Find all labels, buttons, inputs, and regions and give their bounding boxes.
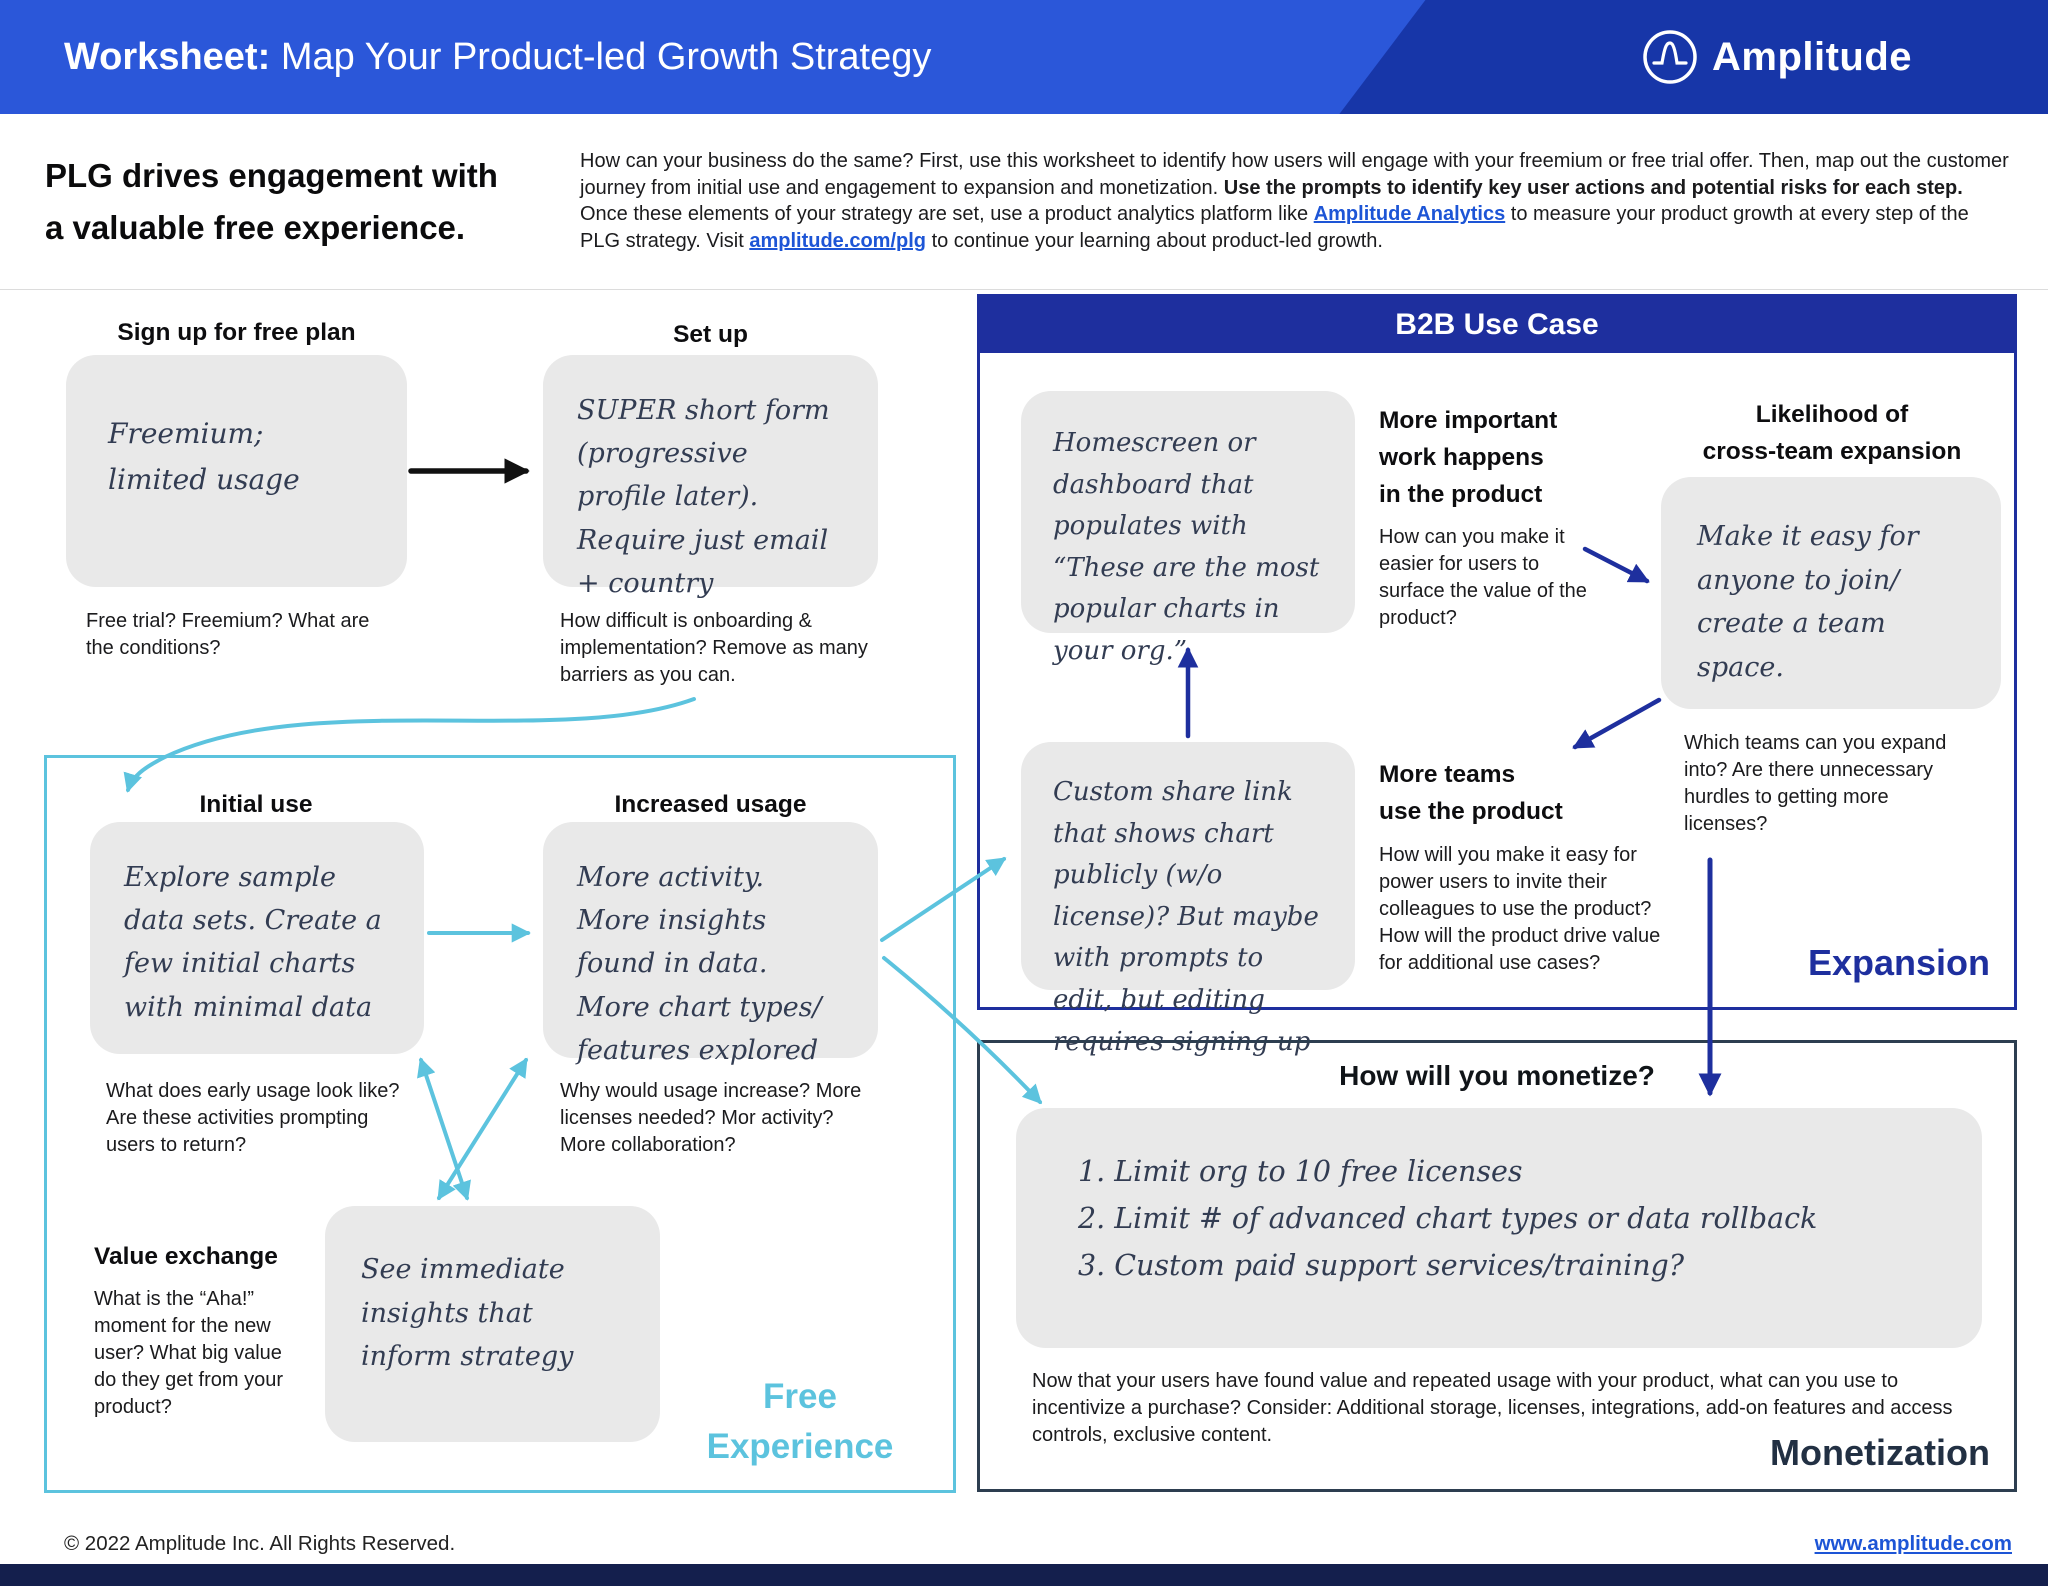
page-title-rest: Map Your Product-led Growth Strategy <box>280 35 932 78</box>
share-link-note-box: Custom share link that shows chart publi… <box>1021 742 1355 1057</box>
monetize-note-line: 3. Custom paid support services/training… <box>1078 1249 1685 1282</box>
more-important-prompt: How can you make it easier for users to … <box>1379 526 1587 629</box>
b2b-use-case-box: B2B Use Case <box>977 294 2017 1010</box>
setup-prompt: How difficult is onboarding & implementa… <box>560 610 868 686</box>
expansion-label: Expansion <box>1807 942 1990 983</box>
intro-bold: Use the prompts to identify key user act… <box>1223 176 1963 199</box>
b2b-header: B2B Use Case <box>980 297 2014 353</box>
amplitude-logo: Amplitude <box>1642 0 1912 114</box>
brand-name: Amplitude <box>1712 34 1913 79</box>
increased-usage-note-box: More activity. More insights found in da… <box>543 822 878 1066</box>
monetization-box <box>977 1040 2017 1492</box>
more-teams-heading: More teams use the product <box>1379 761 1563 825</box>
amplitude-plg-link[interactable]: amplitude.com/plg <box>749 229 927 252</box>
monetize-prompt: Now that your users have found value and… <box>1032 1370 1953 1446</box>
intro-paragraph: How can your business do the same? First… <box>580 148 2012 254</box>
monetize-note-line: 1. Limit org to 10 free licenses <box>1078 1155 1523 1188</box>
value-exchange-note-box: See immediate insights that inform strat… <box>325 1206 660 1442</box>
initial-use-note-box: Explore sample data sets. Create a few i… <box>90 822 424 1054</box>
intro-seg2: Once these elements of your strategy are… <box>580 203 1314 225</box>
page-title-spacer <box>270 36 281 79</box>
monetize-note-box: 1. Limit org to 10 free licenses 2. Limi… <box>1016 1108 1982 1348</box>
footer-strip <box>0 1564 2048 1586</box>
team-space-note-box: Make it easy for anyone to join/ create … <box>1661 477 2001 709</box>
free-experience-label: Free Experience <box>706 1377 894 1466</box>
amplitude-analytics-link[interactable]: Amplitude Analytics <box>1313 203 1506 225</box>
signup-heading: Sign up for free plan <box>117 319 356 346</box>
intro-seg4: to continue your learning about product-… <box>926 229 1383 252</box>
monetization-label: Monetization <box>1770 1432 1990 1473</box>
setup-heading: Set up <box>673 321 748 348</box>
footer-link-wrap: www.amplitude.com <box>1780 1532 2012 1556</box>
likelihood-heading: Likelihood of cross-team expansion <box>1702 401 1962 465</box>
page-title-prefix: Worksheet: <box>64 35 271 78</box>
footer-copyright: © 2022 Amplitude Inc. All Rights Reserve… <box>64 1532 456 1555</box>
signup-note-box: Freemium; limited usage <box>66 355 407 587</box>
amplitude-logo-icon <box>1643 30 1697 84</box>
intro-section: PLG drives engagement with a valuable fr… <box>0 114 2048 290</box>
intro-seg3: to measure your product growth at every … <box>580 203 1969 252</box>
setup-note-box: SUPER short form (progressive profile la… <box>543 355 878 599</box>
more-teams-prompt: How will you make it easy for power user… <box>1379 844 1661 974</box>
intro-seg1: How can your business do the same? First… <box>580 150 2009 199</box>
initial-use-heading: Initial use <box>199 791 313 818</box>
intro-headline: PLG drives engagement with a valuable fr… <box>45 157 498 246</box>
homescreen-note-box: Homescreen or dashboard that populates w… <box>1021 391 1355 666</box>
monetize-heading: How will you monetize? <box>1339 1060 1655 1091</box>
likelihood-prompt: Which teams can you expand into? Are the… <box>1684 732 1947 835</box>
amplitude-website-link[interactable]: www.amplitude.com <box>1814 1532 2012 1555</box>
more-important-heading: More important work happens in the produ… <box>1379 407 1558 508</box>
value-exchange-prompt: What is the “Aha!” moment for the new us… <box>94 1288 283 1418</box>
header-bar: Worksheet: Map Your Product-led Growth S… <box>0 0 2048 114</box>
page-title: Worksheet: Map Your Product-led Growth S… <box>64 0 931 114</box>
increased-usage-prompt: Why would usage increase? More licenses … <box>560 1080 862 1156</box>
signup-prompt: Free trial? Freemium? What are the condi… <box>86 610 370 659</box>
monetize-note-line: 2. Limit # of advanced chart types or da… <box>1078 1202 1818 1235</box>
initial-use-prompt: What does early usage look like? Are the… <box>106 1080 400 1156</box>
value-exchange-heading: Value exchange <box>94 1243 278 1270</box>
increased-usage-heading: Increased usage <box>614 791 807 818</box>
